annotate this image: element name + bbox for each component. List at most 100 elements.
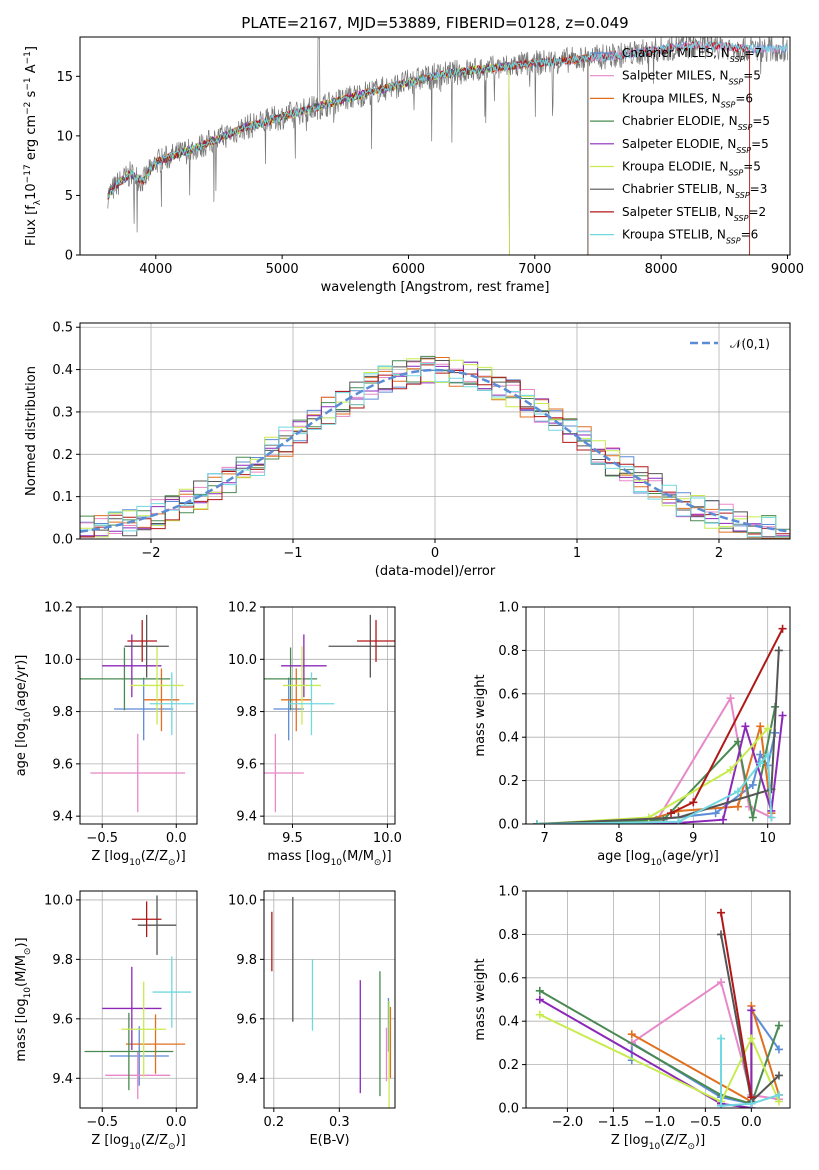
y-tick-label: 9.6 (236, 757, 257, 772)
weight-line-salpeter-elodie (537, 715, 784, 824)
legend-text: Chabrier STELIB, N (622, 182, 735, 196)
plus-marker (726, 765, 735, 774)
x-tick-label: 8 (615, 831, 623, 846)
y-tick-label: 9.4 (236, 810, 257, 825)
y-tick-label: 5 (65, 189, 73, 204)
weight-line-salpeter-miles (631, 980, 780, 1101)
plus-marker (767, 813, 776, 822)
plus-marker (756, 759, 765, 768)
x-tick-label: −1.5 (598, 1115, 630, 1130)
gaussian-curve (80, 368, 790, 533)
legend-sub: SSP (738, 123, 753, 132)
plus-marker (748, 780, 757, 789)
figure-title: PLATE=2167, MJD=53889, FIBERID=0128, z=0… (241, 14, 628, 32)
plus-marker (667, 809, 676, 818)
x-tick-label: 4000 (139, 262, 172, 277)
x-tick-label: 10.0 (373, 831, 402, 846)
label-part: −1 (23, 51, 33, 64)
y-axis-label: mass [log10(M/M⊙)] (14, 937, 33, 1061)
x-tick-label: 6000 (392, 262, 425, 277)
x-axis-label: Z [log10(Z/Z⊙)] (91, 849, 185, 868)
y-axis-label: mass weight (473, 958, 488, 1040)
plus-marker (774, 1090, 783, 1099)
x-axis-label: (data-model)/error (375, 564, 496, 579)
plus-marker (747, 1034, 756, 1043)
label-part: )] (176, 849, 186, 864)
axes-frame (79, 890, 198, 1109)
legend-sub: SSP (736, 145, 751, 154)
plot-area (271, 896, 392, 1108)
y-tick-label: 0.3 (52, 405, 73, 420)
y-tick-label: 0.5 (52, 321, 73, 336)
legend-text: =2 (748, 205, 766, 219)
plus-marker (748, 813, 757, 822)
label-part: s (24, 90, 39, 101)
label-part: ⊙ (374, 858, 382, 868)
y-tick-label: 0.2 (498, 1058, 519, 1073)
label-part: Z/Z (146, 1133, 168, 1148)
x-tick-label: −2.0 (552, 1115, 584, 1130)
y-tick-label: 0.4 (498, 731, 519, 746)
plot-area (80, 614, 195, 813)
label-part: erg cm (24, 115, 39, 164)
label-part: ( (660, 1133, 665, 1148)
legend-entry: Kroupa MILES, NSSP=6 (622, 91, 753, 109)
legend-entry: Kroupa ELODIE, NSSP=5 (622, 160, 761, 178)
y-axis-label: mass weight (473, 674, 488, 756)
label-part: ] (24, 46, 39, 51)
plot-area (264, 614, 395, 813)
label-part: ⊙ (168, 1142, 176, 1152)
x-axis-label: age [log10(age/yr)] (597, 849, 719, 868)
y-tick-label: 0.2 (498, 774, 519, 789)
label-part: A (24, 64, 39, 77)
legend-text: =5 (752, 114, 770, 128)
x-tick-label: 0.2 (263, 1115, 284, 1130)
legend-entry: Chabrier STELIB, NSSP=3 (622, 182, 767, 200)
weight-line-salpeter-stelib (720, 912, 753, 1098)
plus-marker (644, 813, 653, 822)
label-part: −1 (23, 77, 33, 90)
label-part: )] (381, 849, 391, 864)
plus-marker (778, 624, 787, 633)
legend-text: Kroupa MILES, N (622, 91, 721, 105)
panel-mass_vs_EBV: 0.2 0.3 9.4 9.6 9.8 10.0 E(B-V) (228, 890, 396, 1148)
plus-marker (774, 1021, 783, 1030)
label-part: mass [log (14, 998, 29, 1061)
weight-line-salpeter-elodie (539, 998, 753, 1108)
label-part: Flux [f (24, 205, 39, 246)
residual-histogram-chabrier-stelib (80, 357, 790, 538)
label-part: )] (176, 1133, 186, 1148)
legend-text: =5 (743, 69, 761, 83)
label-part: 10 (129, 858, 141, 868)
legend-entry: Salpeter MILES, NSSP=5 (622, 69, 761, 87)
plus-marker (763, 750, 772, 759)
label-part: (age/yr)] (14, 655, 29, 712)
x-tick-label: 5000 (266, 262, 299, 277)
label-part: Z [log (91, 1133, 129, 1148)
x-axis-label: mass [log10(M/M⊙)] (267, 849, 391, 868)
legend-entry: Salpeter STELIB, NSSP=2 (622, 205, 766, 223)
plot-area (533, 624, 787, 824)
plus-marker (756, 722, 765, 731)
legend-entry: Chabrier ELODIE, NSSP=5 (622, 114, 770, 132)
y-tick-label: 10.0 (44, 653, 73, 668)
plot-area (80, 355, 790, 539)
label-part: 10 (331, 858, 343, 868)
label-part: ( (141, 1133, 146, 1148)
plus-marker (778, 711, 787, 720)
x-tick-label: −1.0 (644, 1115, 676, 1130)
y-tick-label: 15 (56, 70, 73, 85)
x-axis-label: Z [log10(Z/Z⊙)] (611, 1133, 705, 1152)
legend-sub: SSP (726, 236, 741, 245)
panel-residuals: −2 −1 0 1 2 0.0 0.1 0.2 0.3 0.4 0.5 Normed distribu… (24, 321, 791, 579)
y-tick-label: 10.0 (228, 893, 257, 908)
axes-frame (79, 36, 791, 256)
y-axis-label: age [log10(age/yr)] (14, 655, 33, 777)
weight-line-kroupa-stelib (720, 1038, 780, 1107)
axes-frame (263, 606, 396, 825)
label-part: (age/yr)] (662, 849, 719, 864)
legend-text: =7 (744, 46, 762, 60)
y-tick-label: 0.8 (498, 644, 519, 659)
model-spectrum-kroupa-stelib (107, 39, 788, 199)
